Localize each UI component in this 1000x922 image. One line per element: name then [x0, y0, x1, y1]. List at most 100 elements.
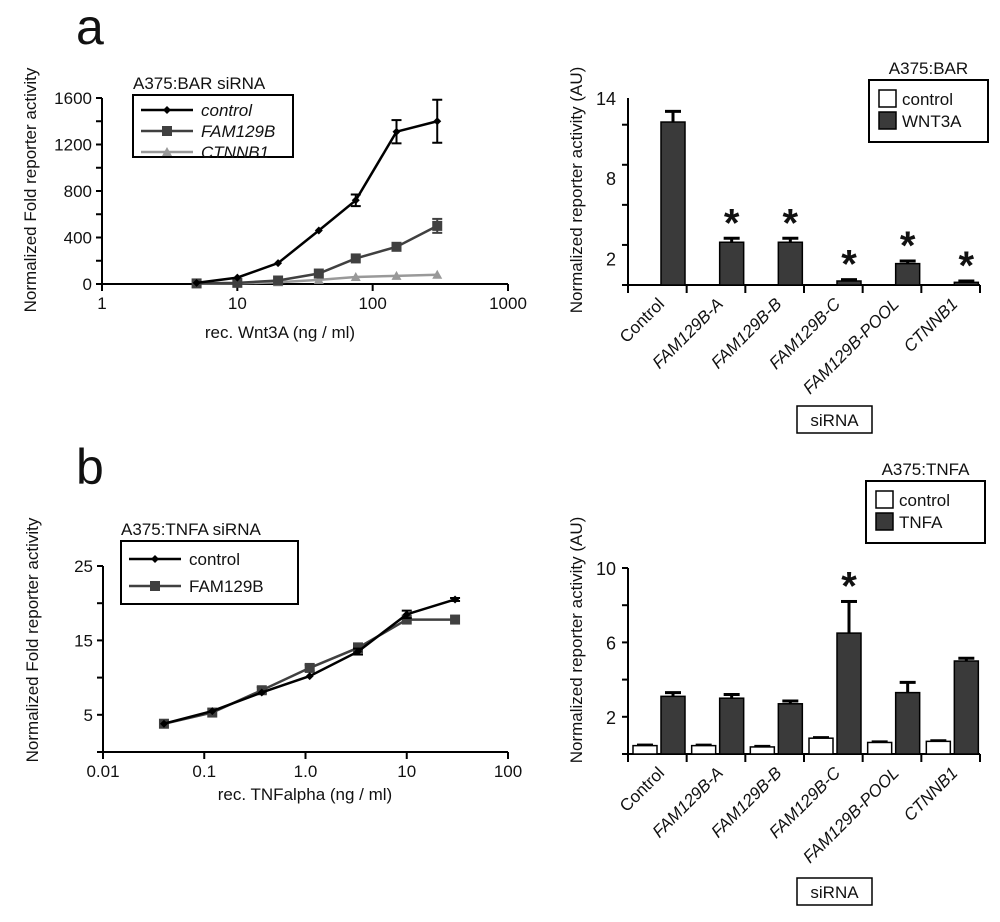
- legend-label: control: [902, 90, 953, 109]
- y-tick-label: 14: [596, 89, 616, 109]
- a-bar-chart: 2 8 14 Normalized reporter activity (AU) Con…: [567, 59, 989, 434]
- significance-star: *: [900, 224, 916, 268]
- legend-label: FAM129B: [201, 122, 275, 141]
- data-point: [350, 253, 361, 264]
- bar: [660, 695, 686, 755]
- b-bar-chart: 2 6 10 Normalized reporter activity (AU) Con…: [567, 460, 986, 906]
- bar: [953, 281, 980, 286]
- y-tick-label: 2: [606, 249, 616, 269]
- legend: A375:BAR siRNA control FAM129B CTNNB1: [132, 74, 294, 162]
- data-point: [391, 241, 402, 252]
- data-point: [432, 220, 443, 231]
- data-point: [232, 277, 243, 288]
- x-axis-label-box: [796, 877, 873, 906]
- x-tick-label: 0.1: [192, 762, 216, 781]
- y-tick-label: 15: [74, 631, 93, 650]
- data-point: [451, 595, 460, 604]
- x-tick-label: 10: [397, 762, 416, 781]
- significance-star: *: [959, 244, 975, 288]
- legend-marker: [151, 555, 159, 563]
- y-tick-label: 800: [64, 182, 92, 201]
- legend-label: WNT3A: [902, 112, 962, 131]
- legend-label: CTNNB1: [201, 143, 269, 162]
- x-axis-label-box: [796, 405, 873, 434]
- x-tick-label: 100: [494, 762, 522, 781]
- legend-marker: [162, 126, 172, 136]
- y-tick-label: 6: [606, 633, 616, 653]
- significance-star: *: [841, 243, 857, 287]
- legend-label: TNFA: [899, 513, 943, 532]
- x-tick-label: 100: [358, 294, 386, 313]
- data-point: [313, 268, 324, 279]
- y-tick-label: 10: [596, 559, 616, 579]
- x-axis-label: siRNA: [810, 883, 859, 902]
- x-tick-label: 1.0: [294, 762, 318, 781]
- legend-marker: [150, 581, 160, 591]
- legend-marker: [163, 106, 171, 114]
- legend-title: A375:TNFA siRNA: [121, 520, 261, 539]
- bar: [894, 262, 921, 286]
- bar: [632, 744, 658, 755]
- data-point: [305, 672, 314, 681]
- significance-star: *: [783, 201, 799, 245]
- bar: [777, 703, 804, 755]
- legend-swatch: [878, 89, 897, 108]
- legend-box: [120, 540, 299, 605]
- x-tick-label: Control: [616, 763, 668, 815]
- bar: [808, 737, 834, 755]
- bar: [836, 280, 862, 286]
- bar: [836, 632, 862, 755]
- x-axis-label: siRNA: [810, 411, 859, 430]
- significance-star: *: [724, 201, 740, 245]
- panel-label-b: b: [76, 439, 104, 495]
- bar: [894, 691, 921, 755]
- y-tick-label: 400: [64, 229, 92, 248]
- series-FAM129B: [158, 614, 461, 729]
- data-point: [402, 610, 411, 619]
- legend-title: A375:BAR: [889, 59, 968, 78]
- y-tick-label: 1200: [54, 136, 92, 155]
- legend-label: control: [201, 101, 253, 120]
- a-line-chart: 1 10 100 1000 0 400 800 1200 1600 rec. Wnt3A (ng …: [21, 67, 527, 342]
- legend-swatch: [875, 512, 894, 531]
- data-point: [391, 270, 402, 280]
- data-point: [350, 272, 361, 282]
- legend-swatch: [875, 490, 894, 509]
- data-point: [257, 688, 266, 697]
- x-tick-label: CTNNB1: [900, 294, 962, 356]
- y-axis-label: Normalized Fold reporter activity: [23, 517, 42, 762]
- data-point: [432, 269, 443, 279]
- series-control: [159, 595, 461, 728]
- data-point: [208, 707, 217, 716]
- bar: [777, 241, 804, 286]
- data-point: [401, 614, 412, 625]
- y-axis-label: Normalized reporter activity (AU): [567, 517, 586, 764]
- y-tick-label: 2: [606, 708, 616, 728]
- data-point: [313, 274, 324, 284]
- y-tick-label: 1600: [54, 89, 92, 108]
- legend-swatch: [878, 111, 897, 130]
- data-point: [433, 117, 442, 126]
- bar: [690, 744, 717, 755]
- y-tick-label: 25: [74, 557, 93, 576]
- legend: A375:BAR control WNT3A: [868, 59, 989, 143]
- bar: [718, 697, 745, 755]
- bar: [749, 746, 776, 755]
- legend: A375:TNFA control TNFA: [865, 460, 986, 544]
- x-tick-label: 0.01: [86, 762, 119, 781]
- data-point: [351, 196, 360, 205]
- data-point: [274, 259, 283, 268]
- y-tick-label: 5: [84, 706, 93, 725]
- bar: [953, 660, 980, 755]
- y-tick-label: 8: [606, 169, 616, 189]
- data-point: [314, 226, 323, 235]
- bar-group-Control: Control: [616, 109, 686, 347]
- legend-title: A375:TNFA: [882, 460, 971, 479]
- data-point: [392, 127, 401, 136]
- y-axis-label: Normalized Fold reporter activity: [21, 67, 40, 312]
- significance-star: *: [841, 564, 857, 608]
- data-point: [273, 275, 284, 286]
- data-point: [353, 647, 362, 656]
- bar: [866, 741, 893, 755]
